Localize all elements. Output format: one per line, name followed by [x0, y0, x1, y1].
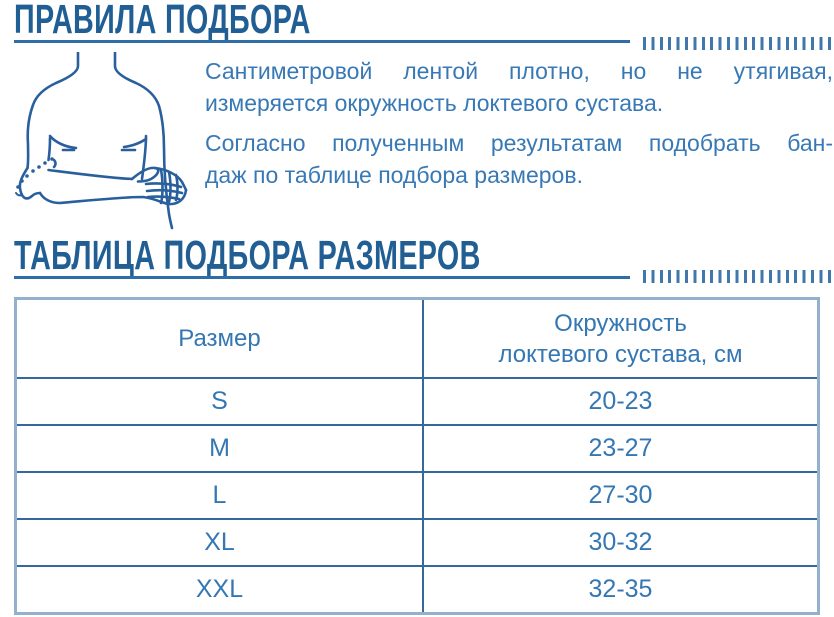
size-table-tick-marks	[643, 270, 833, 283]
circumference-cell: 27-30	[422, 471, 820, 520]
table-row: L 27-30	[14, 471, 820, 520]
circumference-column-header: Окружность локтевого сустава, см	[422, 297, 820, 379]
size-cell: XXL	[14, 565, 424, 615]
header-line: локтевого сустава, см	[498, 340, 743, 368]
size-selection-table: Размер Окружность локтевого сустава, см …	[14, 297, 820, 615]
circumference-cell: 30-32	[422, 518, 820, 567]
table-row: M 23-27	[14, 424, 820, 473]
size-column-header: Размер	[14, 297, 424, 379]
table-header-row: Размер Окружность локтевого сустава, см	[14, 297, 820, 379]
table-row: XL 30-32	[14, 518, 820, 567]
measurement-dots	[16, 157, 54, 189]
header-line: Окружность	[554, 309, 687, 337]
size-cell: L	[14, 471, 424, 520]
size-cell: XL	[14, 518, 424, 567]
paragraph-line: Сантиметровой лентой плотно, но не утяги…	[205, 58, 833, 84]
paragraph-line: измеряется окружность локтевого сустава.	[205, 90, 664, 116]
size-cell: M	[14, 424, 424, 473]
table-row: XXL 32-35	[14, 565, 820, 615]
rules-paragraph-2: Согласно полученным результатам подобрат…	[205, 127, 833, 191]
circumference-cell: 23-27	[422, 424, 820, 473]
rules-section-title: ПРАВИЛА ПОДБОРА	[14, 0, 438, 40]
paragraph-line: Согласно полученным результатам подобрат…	[205, 130, 833, 156]
size-cell: S	[14, 377, 424, 426]
size-table-section-title: ТАБЛИЦА ПОДБОРА РАЗМЕРОВ	[14, 235, 681, 276]
table-row: S 20-23	[14, 377, 820, 426]
circumference-cell: 32-35	[422, 565, 820, 615]
elbow-measurement-illustration	[15, 52, 188, 230]
size-table-section-title-text: ТАБЛИЦА ПОДБОРА РАЗМЕРОВ	[14, 232, 481, 278]
rules-divider-line	[14, 40, 630, 43]
rules-paragraph-1: Сантиметровой лентой плотно, но не утяги…	[205, 55, 833, 119]
circumference-cell: 20-23	[422, 377, 820, 426]
paragraph-line: даж по таблице подбора размеров.	[205, 162, 583, 188]
rules-section-title-text: ПРАВИЛА ПОДБОРА	[14, 0, 311, 42]
rules-tick-marks	[643, 37, 833, 50]
size-table-divider-line	[14, 276, 630, 279]
